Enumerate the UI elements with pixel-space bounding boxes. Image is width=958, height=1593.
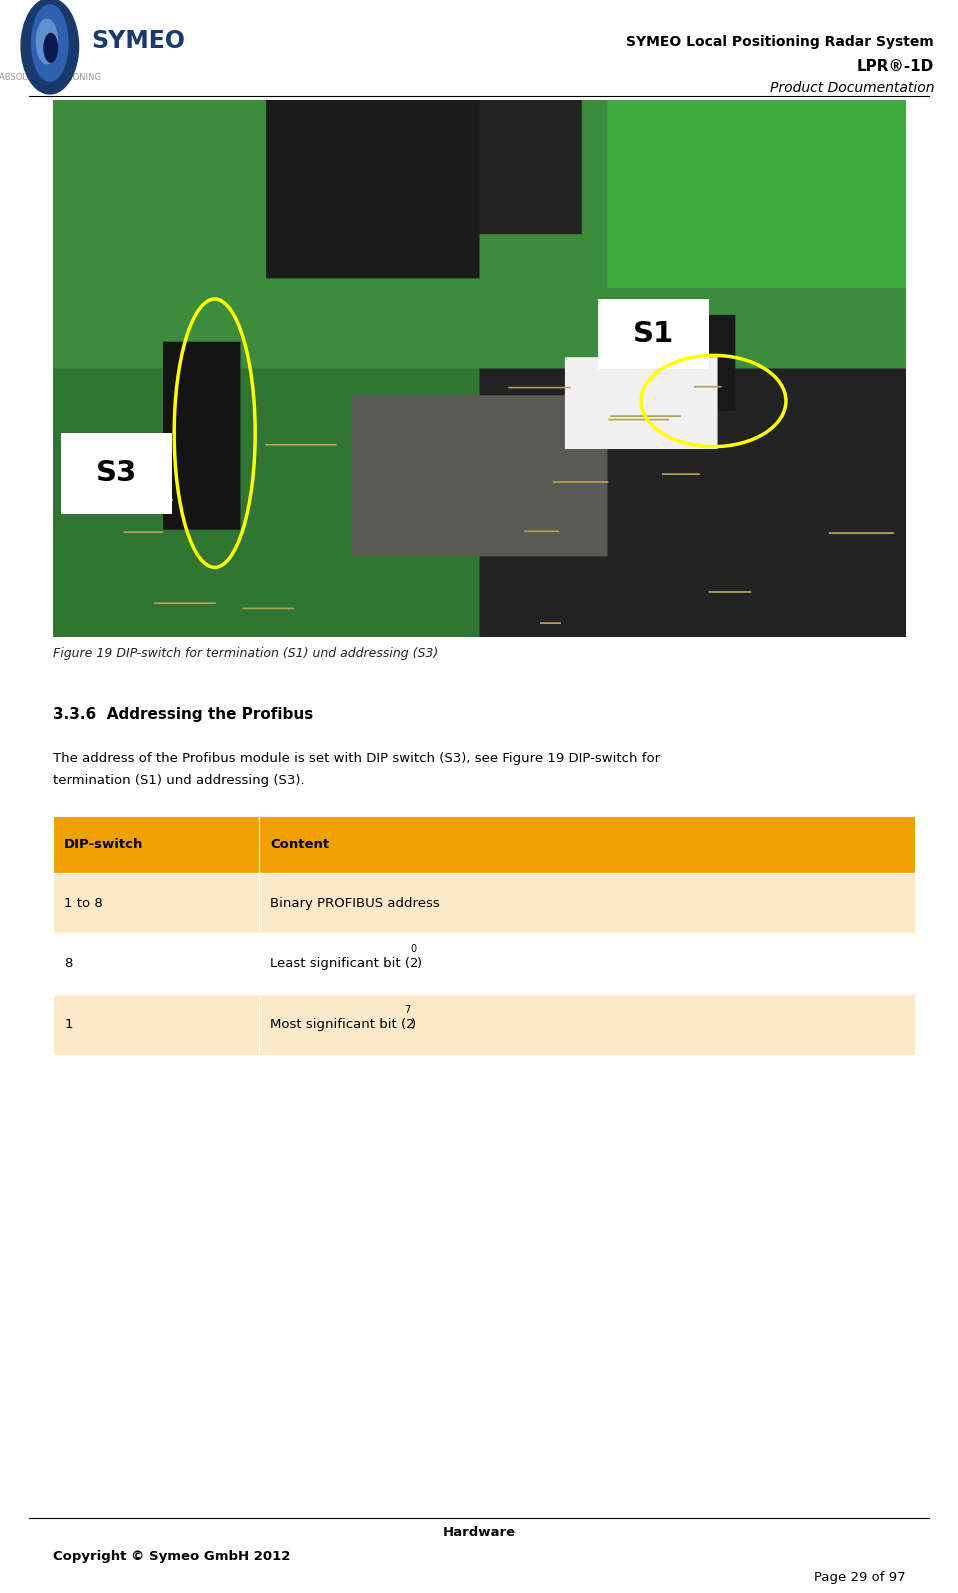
Text: 7: 7 [404,1005,411,1015]
FancyBboxPatch shape [53,816,259,873]
Ellipse shape [44,33,57,62]
Text: 1: 1 [64,1018,73,1031]
Text: Product Documentation: Product Documentation [769,81,934,96]
Text: S1: S1 [633,320,674,347]
Ellipse shape [32,5,68,81]
Text: ): ) [411,1018,417,1031]
Text: Most significant bit (2: Most significant bit (2 [270,1018,415,1031]
Text: 8: 8 [64,957,73,970]
Text: Copyright © Symeo GmbH 2012: Copyright © Symeo GmbH 2012 [53,1550,290,1563]
Text: Page 29 of 97: Page 29 of 97 [813,1571,905,1583]
FancyBboxPatch shape [599,299,709,370]
Text: 1 to 8: 1 to 8 [64,897,103,910]
FancyBboxPatch shape [259,816,915,873]
Text: Hardware: Hardware [443,1526,515,1539]
Ellipse shape [36,19,57,64]
Text: S3: S3 [96,459,137,487]
Text: Content: Content [270,838,330,851]
Text: DIP-switch: DIP-switch [64,838,144,851]
Text: Binary PROFIBUS address: Binary PROFIBUS address [270,897,440,910]
Text: SYMEO Local Positioning Radar System: SYMEO Local Positioning Radar System [627,35,934,49]
FancyBboxPatch shape [259,994,915,1055]
Text: Least significant bit (2: Least significant bit (2 [270,957,419,970]
Text: ): ) [417,957,422,970]
Text: ABSOLUTE POSITIONING: ABSOLUTE POSITIONING [0,73,101,83]
FancyBboxPatch shape [61,433,172,513]
Text: 0: 0 [410,945,417,954]
Circle shape [21,0,79,94]
FancyBboxPatch shape [259,873,915,933]
Text: Figure 19 DIP-switch for termination (S1) und addressing (S3): Figure 19 DIP-switch for termination (S1… [53,647,438,660]
Text: 3.3.6  Addressing the Profibus: 3.3.6 Addressing the Profibus [53,707,313,722]
Text: LPR®-1D: LPR®-1D [856,59,934,73]
Text: The address of the Profibus module is set with DIP switch (S3), see Figure 19 DI: The address of the Profibus module is se… [53,752,660,765]
FancyBboxPatch shape [53,994,259,1055]
FancyBboxPatch shape [259,933,915,994]
Text: SYMEO: SYMEO [91,29,185,54]
FancyBboxPatch shape [53,873,259,933]
FancyBboxPatch shape [53,933,259,994]
Text: termination (S1) und addressing (S3).: termination (S1) und addressing (S3). [53,774,305,787]
